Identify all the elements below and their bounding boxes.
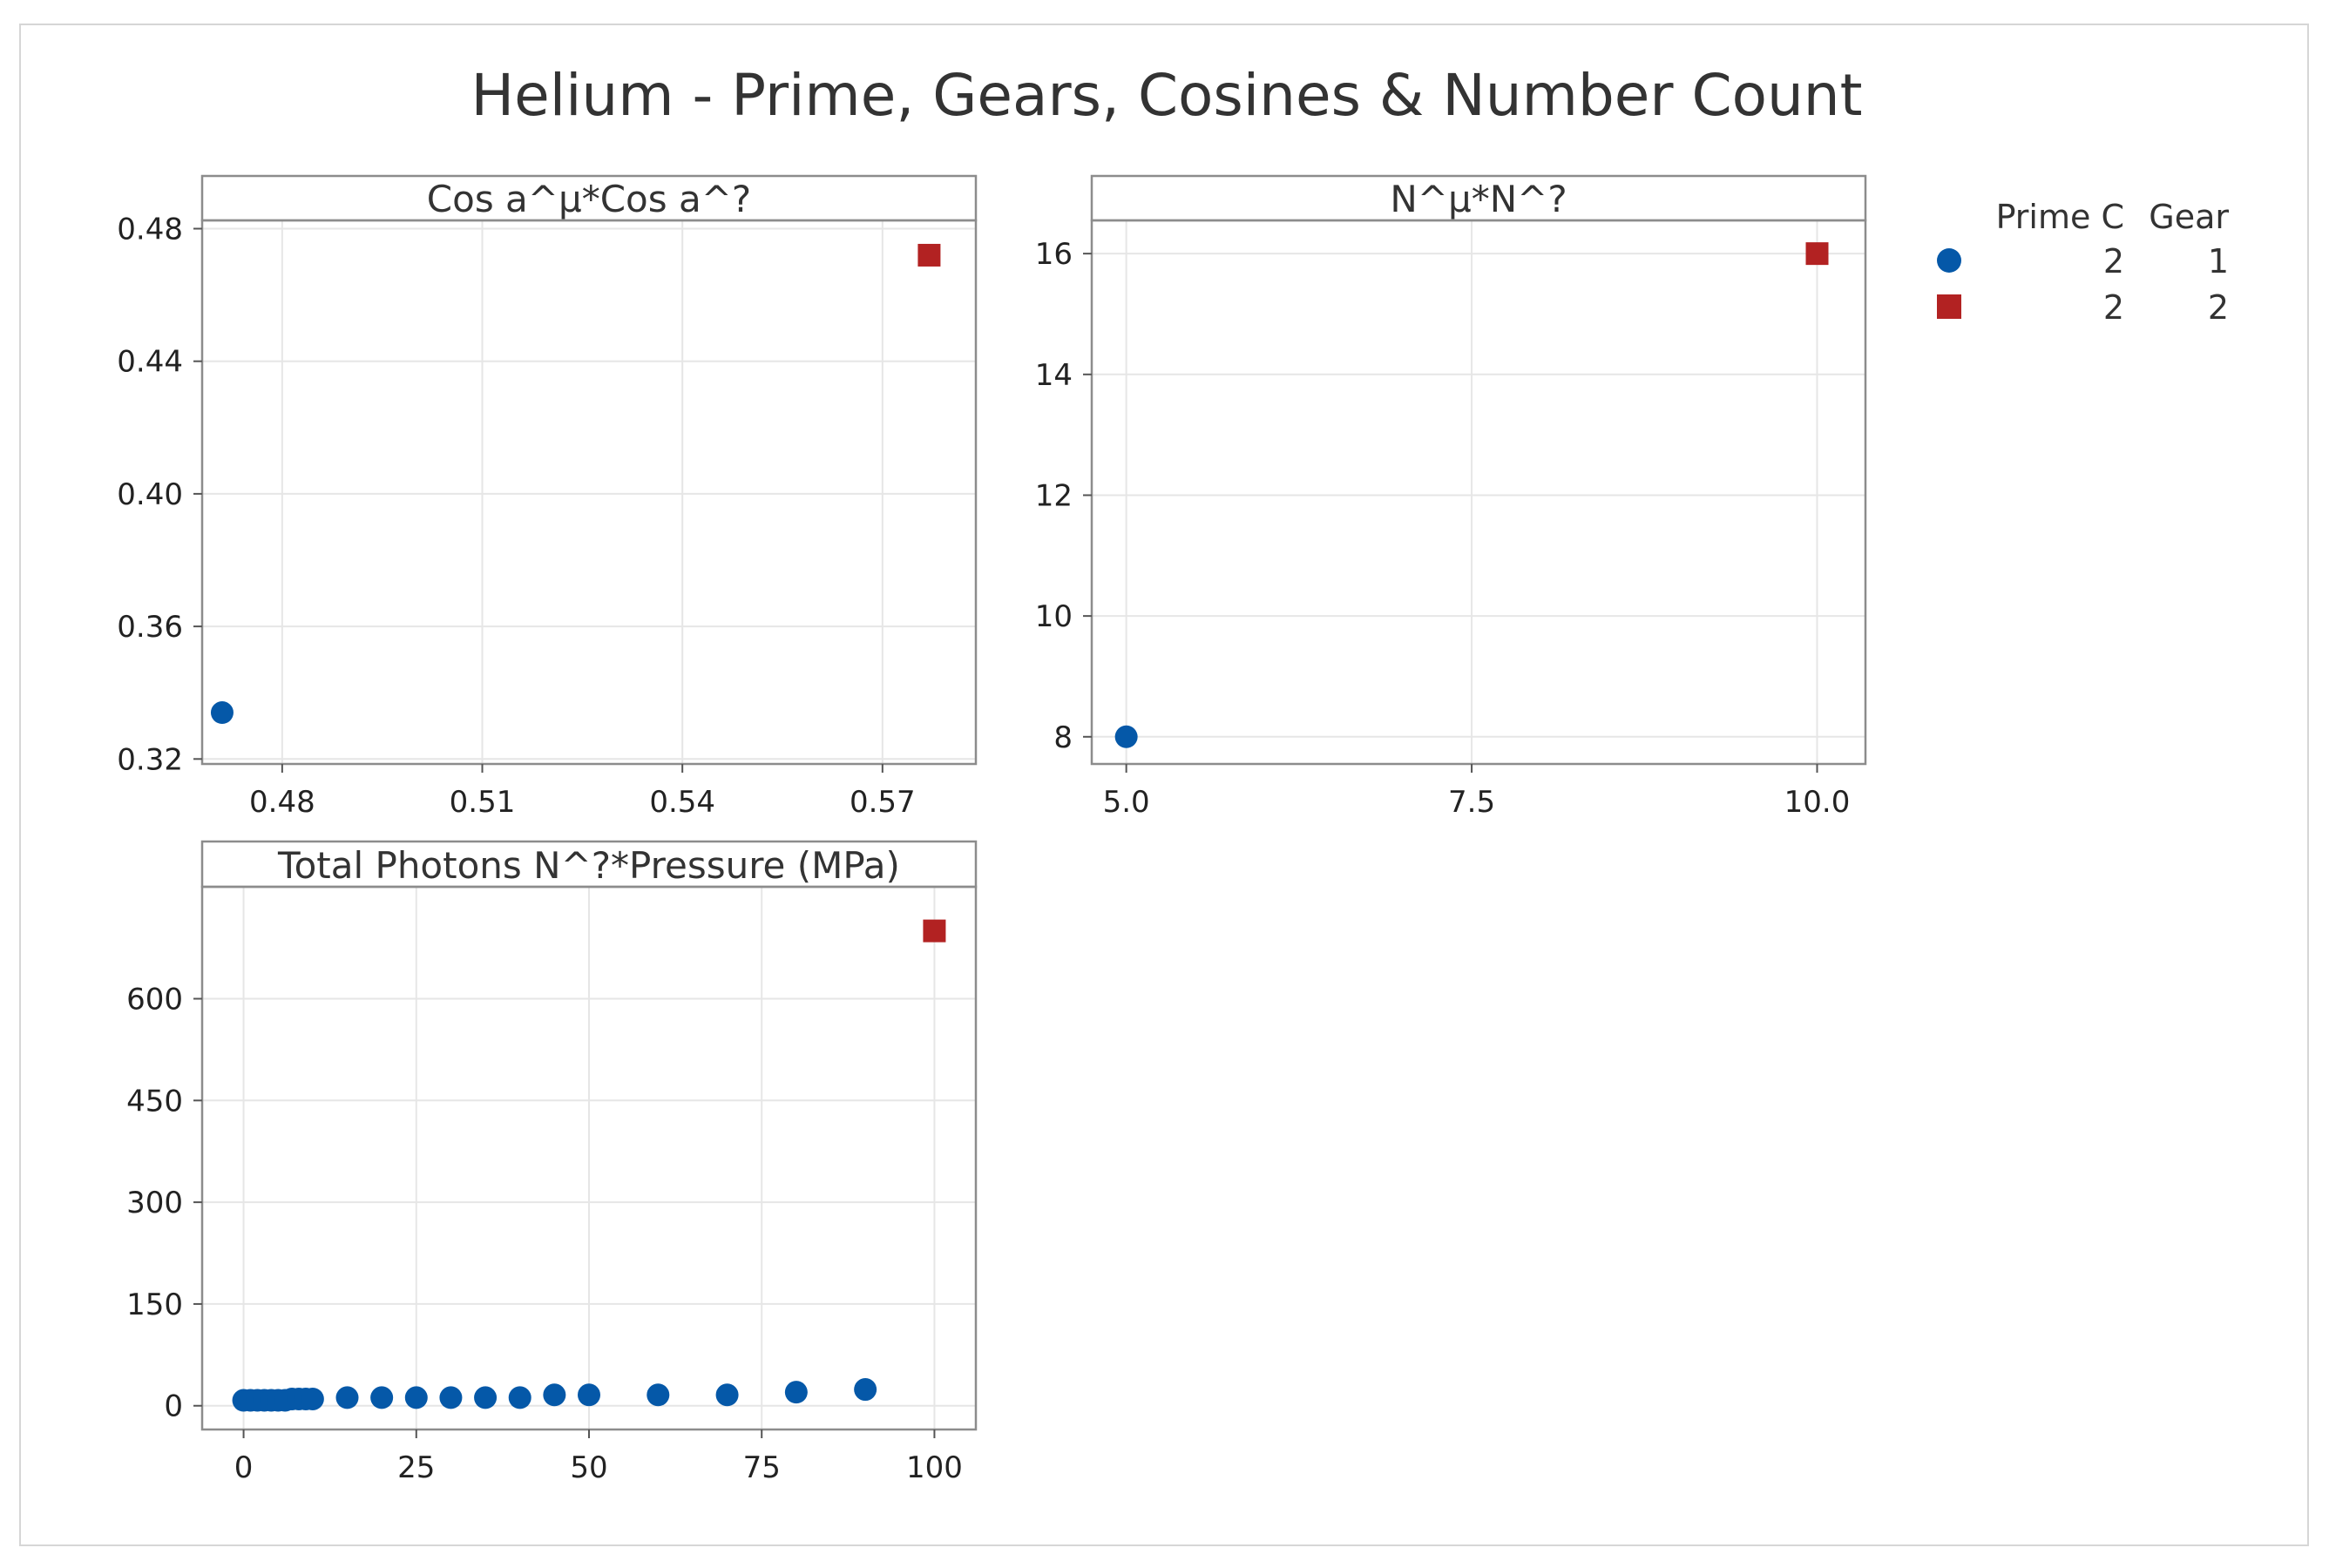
data-point-gear-2	[1805, 242, 1829, 266]
chart-title: Helium - Prime, Gears, Cosines & Number …	[471, 62, 1863, 129]
plot-area	[1092, 220, 1865, 764]
y-tick-label: 10	[1035, 599, 1073, 634]
legend: Prime C Gear 2 1 2 2	[1937, 198, 2229, 327]
x-tick-label: 50	[570, 1450, 607, 1485]
plot-area	[202, 220, 976, 764]
data-point-gear-1	[578, 1383, 600, 1407]
data-point-gear-1	[647, 1383, 670, 1407]
x-tick-label: 100	[906, 1450, 963, 1485]
data-point-gear-1	[335, 1386, 359, 1409]
legend-header-prime-c: Prime C	[1996, 198, 2124, 236]
y-tick-label: 0.44	[117, 345, 183, 380]
panel-frame	[200, 219, 978, 766]
y-tick-label: 16	[1035, 237, 1073, 272]
y-tick-label: 0.32	[117, 742, 183, 777]
data-point-gear-1	[543, 1383, 566, 1407]
y-tick-label: 0.48	[117, 213, 183, 247]
y-tick-label: 450	[126, 1084, 183, 1119]
x-tick-label: 25	[397, 1450, 435, 1485]
y-tick-label: 12	[1035, 478, 1073, 513]
x-tick-label: 7.5	[1448, 785, 1495, 820]
y-tick-label: 600	[126, 982, 183, 1017]
data-point-gear-1	[1114, 725, 1138, 748]
panel-2: N^μ*N^? 5.0 7.5 10.0 8 10 12 14 16	[1035, 174, 1867, 820]
x-tick-label: 0.51	[450, 785, 516, 820]
panel-title: Cos a^μ*Cos a^?	[427, 178, 751, 220]
panel-3: Total Photons N^?*Pressure (MPa) 0 25 50 75 1…	[126, 840, 978, 1485]
data-point-gear-1	[370, 1386, 394, 1409]
panel-frame	[1090, 219, 1867, 766]
legend-gear-value: 1	[2208, 242, 2229, 280]
x-tick-label: 0.54	[649, 785, 715, 820]
panel-title: Total Photons N^?*Pressure (MPa)	[277, 844, 900, 887]
legend-prime-c-value: 2	[2103, 242, 2124, 280]
y-tick-label: 8	[1053, 720, 1073, 755]
data-point-gear-1	[715, 1383, 739, 1407]
data-point-gear-1	[784, 1381, 808, 1404]
x-tick-label: 75	[743, 1450, 781, 1485]
data-point-gear-1	[854, 1378, 877, 1402]
legend-marker-square	[1937, 294, 1961, 319]
y-tick-label: 150	[126, 1288, 183, 1322]
panels: Cos a^μ*Cos a^? 0.48 0.51 0.54 0.57 0.32 0.36 0…	[117, 174, 1867, 1485]
x-tick-label: 5.0	[1103, 785, 1150, 820]
y-tick-label: 300	[126, 1186, 183, 1220]
data-point-gear-2	[923, 919, 946, 943]
data-point-gear-1	[301, 1387, 324, 1410]
data-point-gear-1	[439, 1386, 463, 1409]
panel-title: N^μ*N^?	[1390, 178, 1567, 220]
panel-strip	[200, 840, 978, 889]
y-tick-label: 0.36	[117, 610, 183, 645]
panel-strip	[1090, 174, 1867, 222]
legend-gear-value: 2	[2208, 288, 2229, 327]
data-point-gear-1	[474, 1386, 498, 1409]
y-tick-label: 0	[164, 1389, 183, 1424]
y-tick-label: 14	[1035, 358, 1073, 393]
legend-header-gear: Gear	[2149, 198, 2229, 236]
x-tick-label: 0.48	[249, 785, 315, 820]
x-tick-label: 0	[234, 1450, 254, 1485]
data-point-gear-2	[917, 243, 941, 267]
data-point-gear-1	[404, 1386, 428, 1409]
legend-prime-c-value: 2	[2103, 288, 2124, 327]
y-tick-label: 0.40	[117, 477, 183, 512]
legend-marker-circle	[1937, 248, 1961, 273]
x-tick-label: 0.57	[850, 785, 916, 820]
data-point-gear-1	[210, 701, 234, 725]
x-tick-label: 10.0	[1784, 785, 1851, 820]
data-point-gear-1	[508, 1386, 531, 1409]
panel-1: Cos a^μ*Cos a^? 0.48 0.51 0.54 0.57 0.32 0.36 0…	[117, 174, 978, 820]
